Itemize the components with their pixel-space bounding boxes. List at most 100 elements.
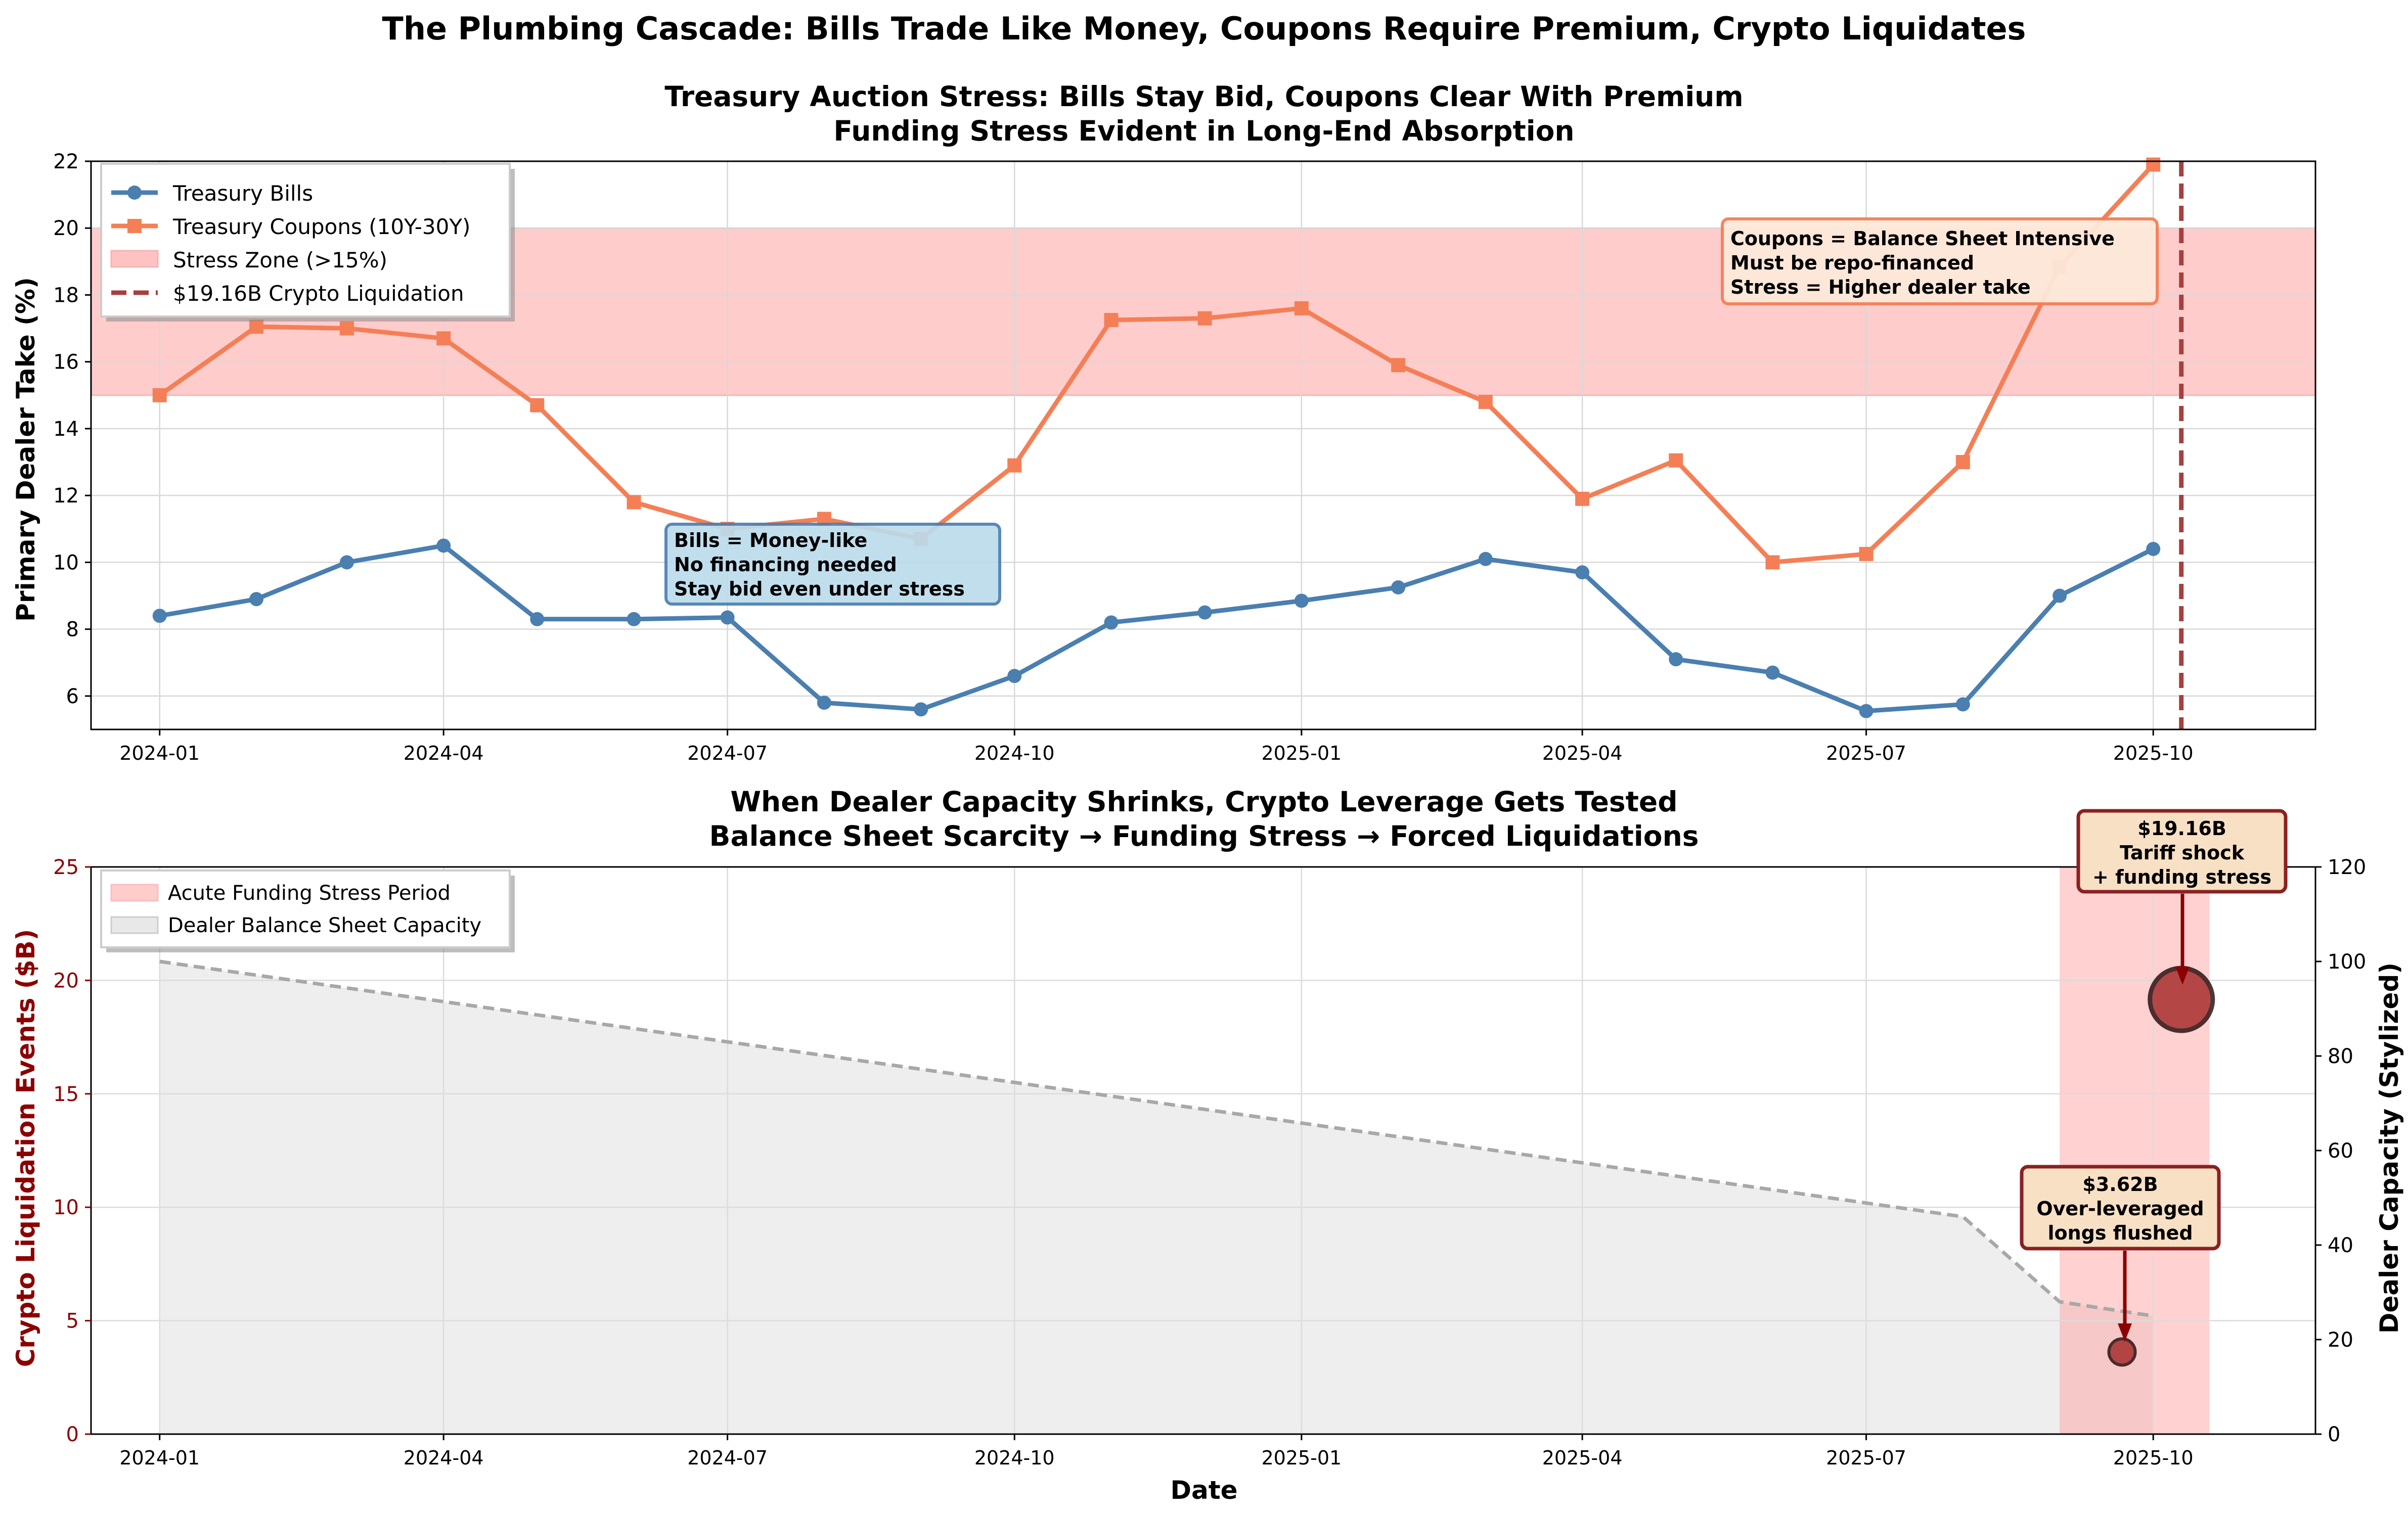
bottom-chart-title: When Dealer Capacity Shrinks, Crypto Lev… xyxy=(730,786,1677,818)
y-right-tick-label: 120 xyxy=(2328,856,2366,879)
legend-item-coupons: Treasury Coupons (10Y-30Y) xyxy=(111,214,470,239)
coupons-data-point xyxy=(1478,395,1493,409)
bills-data-point xyxy=(152,609,167,623)
bills-data-point xyxy=(530,612,545,626)
y-right-tick-label: 20 xyxy=(2328,1328,2353,1352)
legend-label-acute-stress: Acute Funding Stress Period xyxy=(168,882,451,905)
top-chart-ylabel: Primary Dealer Take (%) xyxy=(11,277,40,622)
annotation-event-19-16b: $19.16B Tariff shock + funding stress xyxy=(2076,809,2288,985)
bottom-chart-legend: Acute Funding Stress Period Dealer Balan… xyxy=(100,869,515,952)
x-tick-label: 2025-04 xyxy=(1542,1447,1623,1469)
coupons-data-point xyxy=(1669,453,1683,468)
y-tick-label: 10 xyxy=(53,551,79,574)
bills-data-point xyxy=(1104,615,1119,630)
coupons-data-point xyxy=(627,495,641,510)
y-right-tick-label: 40 xyxy=(2328,1234,2353,1257)
x-tick-label: 2024-01 xyxy=(119,742,200,764)
legend-label-crypto-liquidation: $19.16B Crypto Liquidation xyxy=(173,281,464,306)
bottom-chart-xlabel: Date xyxy=(1170,1476,1237,1505)
y-tick-label: 16 xyxy=(53,351,79,374)
y-tick-label: 20 xyxy=(53,217,79,240)
figure-suptitle: The Plumbing Cascade: Bills Trade Like M… xyxy=(382,10,2026,47)
bills-data-point xyxy=(1391,580,1406,594)
legend-item-bills: Treasury Bills xyxy=(111,181,313,206)
x-tick-label: 2025-07 xyxy=(1826,1447,1906,1469)
x-tick-label: 2024-07 xyxy=(687,742,768,764)
y-tick-label: 0 xyxy=(66,1423,79,1446)
annotation-event-19-16b-line-2: Tariff shock xyxy=(2120,842,2245,864)
annotation-event-3-62b-line-2: Over-leveraged xyxy=(2036,1198,2204,1220)
bills-data-point xyxy=(627,612,641,626)
y-tick-label: 6 xyxy=(66,685,79,708)
bottom-chart-ylabel-right: Dealer Capacity (Stylized) xyxy=(2375,962,2404,1334)
bills-data-point xyxy=(1007,669,1022,683)
coupons-data-point xyxy=(1859,546,1874,561)
coupons-data-point xyxy=(1294,301,1309,315)
coupons-data-point xyxy=(530,398,545,412)
bills-data-point xyxy=(1478,552,1493,566)
annotation-coupons: Coupons = Balance Sheet Intensive Must b… xyxy=(1721,217,2159,305)
y-tick-label: 15 xyxy=(53,1083,79,1106)
y-tick-label: 22 xyxy=(53,150,79,173)
legend-item-crypto-liquidation: $19.16B Crypto Liquidation xyxy=(111,281,464,306)
legend-item-stress-zone: Stress Zone (>15%) xyxy=(110,248,387,272)
y-tick-label: 8 xyxy=(66,618,79,641)
y-tick-label: 25 xyxy=(53,856,79,879)
bills-data-point xyxy=(817,696,831,710)
annotation-bills-line-1: Bills = Money-like xyxy=(674,529,867,552)
bills-data-point xyxy=(1765,665,1780,680)
y-tick-label: 12 xyxy=(53,484,79,508)
y-tick-label: 18 xyxy=(53,284,79,307)
bills-series-line xyxy=(159,543,2155,714)
annotation-coupons-line-3: Stress = Higher dealer take xyxy=(1730,276,2031,298)
y-tick-label: 14 xyxy=(53,418,79,441)
annotation-bills: Bills = Money-like No financing needed S… xyxy=(664,523,1001,606)
liquidation-event-3-62b xyxy=(2107,1337,2137,1367)
annotation-bills-line-3: Stay bid even under stress xyxy=(674,578,965,600)
y-right-tick-label: 100 xyxy=(2328,950,2366,974)
x-tick-label: 2024-01 xyxy=(119,1447,200,1469)
coupons-data-point xyxy=(1007,458,1022,473)
annotation-event-19-16b-line-1: $19.16B xyxy=(2137,817,2226,840)
coupons-data-point xyxy=(1955,455,1970,470)
coupons-data-point xyxy=(436,331,451,346)
y-tick-label: 20 xyxy=(53,969,79,992)
bills-data-point xyxy=(720,610,735,625)
dealer-capacity-area xyxy=(159,961,2154,1434)
acute-stress-period xyxy=(2060,867,2210,1434)
dealer-capacity-line xyxy=(159,959,2154,1318)
top-chart-dealer-take: Treasury Auction Stress: Bills Stay Bid,… xyxy=(11,80,2316,764)
bottom-chart-subtitle: Balance Sheet Scarcity → Funding Stress … xyxy=(709,820,1699,852)
annotation-coupons-line-1: Coupons = Balance Sheet Intensive xyxy=(1730,227,2115,250)
x-tick-label: 2025-10 xyxy=(2113,1447,2194,1469)
y-tick-label: 10 xyxy=(53,1196,79,1219)
bills-data-point xyxy=(1859,704,1874,718)
top-chart-legend: Treasury Bills Treasury Coupons (10Y-30Y… xyxy=(100,163,515,322)
coupons-data-point xyxy=(339,321,354,336)
top-chart-title: Treasury Auction Stress: Bills Stay Bid,… xyxy=(664,80,1743,113)
bills-data-point xyxy=(339,555,354,570)
top-chart-frame xyxy=(90,160,2316,730)
top-chart-subtitle: Funding Stress Evident in Long-End Absor… xyxy=(833,115,1574,147)
x-tick-label: 2024-04 xyxy=(404,1447,484,1469)
legend-label-stress-zone: Stress Zone (>15%) xyxy=(173,248,387,272)
annotation-event-3-62b-line-1: $3.62B xyxy=(2082,1173,2158,1196)
x-tick-label: 2024-04 xyxy=(404,742,484,764)
bills-data-point xyxy=(1575,565,1590,580)
y-right-tick-label: 80 xyxy=(2328,1045,2353,1068)
legend-item-dealer-capacity: Dealer Balance Sheet Capacity xyxy=(110,914,481,937)
annotation-event-19-16b-line-3: + funding stress xyxy=(2092,866,2271,888)
x-tick-label: 2024-10 xyxy=(974,1447,1055,1469)
coupons-data-point xyxy=(1391,358,1406,373)
x-tick-label: 2025-01 xyxy=(1261,742,1342,764)
x-tick-label: 2025-01 xyxy=(1261,1447,1342,1469)
y-right-tick-label: 60 xyxy=(2328,1139,2353,1163)
bills-data-point xyxy=(914,702,928,717)
legend-item-acute-stress: Acute Funding Stress Period xyxy=(110,882,451,905)
coupons-data-point xyxy=(1197,311,1212,326)
bills-data-point xyxy=(2053,588,2067,603)
bills-data-point xyxy=(436,538,451,553)
annotation-event-3-62b-line-3: longs flushed xyxy=(2047,1222,2193,1244)
coupons-series-line xyxy=(158,163,2155,565)
